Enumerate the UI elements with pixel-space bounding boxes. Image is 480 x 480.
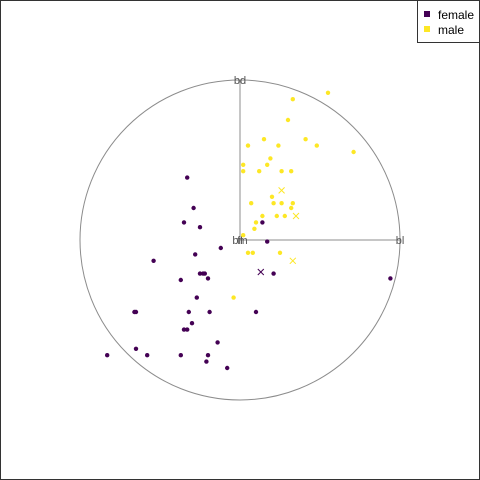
point-male xyxy=(257,169,262,174)
point-female xyxy=(189,321,195,326)
centroid-stroke xyxy=(292,212,300,220)
centroid-male xyxy=(292,212,300,220)
point-female xyxy=(132,309,137,315)
point-female xyxy=(151,258,156,263)
centroid-male xyxy=(289,257,297,265)
point-male xyxy=(290,201,295,206)
point-male xyxy=(241,162,246,167)
point-female xyxy=(271,271,276,276)
point-female xyxy=(201,271,206,276)
point-male xyxy=(285,117,291,123)
point-male xyxy=(245,250,251,255)
legend-label-female: female xyxy=(438,8,474,22)
axis-label-fl: fl xyxy=(237,235,243,247)
point-female xyxy=(178,277,183,283)
point-male xyxy=(253,220,259,225)
point-male xyxy=(265,162,270,167)
point-female xyxy=(218,245,223,251)
point-female xyxy=(207,309,212,315)
point-male xyxy=(268,156,273,161)
point-male xyxy=(245,143,251,148)
axis-label-bl: bl xyxy=(396,235,405,247)
point-female xyxy=(197,271,203,276)
point-female xyxy=(186,309,191,315)
legend-label-male: male xyxy=(438,23,464,37)
point-female xyxy=(253,309,259,315)
legend-swatch-female xyxy=(424,11,430,17)
centroid-stroke xyxy=(257,268,265,276)
point-male xyxy=(274,213,279,219)
point-male xyxy=(314,143,319,148)
point-female xyxy=(181,327,187,332)
legend-swatch-male xyxy=(424,26,430,32)
point-male xyxy=(277,250,283,255)
point-female xyxy=(205,276,211,281)
point-male xyxy=(231,295,236,300)
point-female xyxy=(194,295,199,300)
point-female xyxy=(145,353,150,358)
point-male xyxy=(276,143,281,148)
point-male xyxy=(289,205,294,211)
point-male xyxy=(279,169,284,174)
legend: female male xyxy=(417,0,480,43)
point-male xyxy=(279,201,284,206)
point-male xyxy=(271,201,276,206)
point-female xyxy=(185,327,190,332)
axis-label-bd: bd xyxy=(234,75,246,87)
point-female xyxy=(105,353,110,358)
point-female xyxy=(388,276,393,281)
point-male xyxy=(260,213,265,219)
point-male xyxy=(252,226,257,231)
centroid-stroke xyxy=(289,257,297,265)
point-male xyxy=(289,169,294,174)
centroid-female xyxy=(257,268,265,276)
point-female xyxy=(185,175,190,180)
point-male xyxy=(250,250,255,255)
point-male xyxy=(241,169,246,174)
point-female xyxy=(204,359,209,364)
point-female xyxy=(215,340,220,345)
point-male xyxy=(269,194,275,199)
point-male xyxy=(325,90,331,96)
point-male xyxy=(282,213,287,219)
point-male xyxy=(303,137,308,142)
centroids-layer xyxy=(257,187,300,276)
point-female xyxy=(191,205,196,211)
point-female xyxy=(225,365,230,371)
point-male xyxy=(261,137,267,142)
point-female xyxy=(265,239,270,244)
point-female xyxy=(197,225,203,230)
centroid-stroke xyxy=(278,187,285,194)
point-female xyxy=(181,220,187,225)
point-male xyxy=(351,149,356,155)
point-female xyxy=(193,252,198,257)
point-male xyxy=(241,233,246,238)
centroid-male xyxy=(278,187,285,194)
point-male xyxy=(290,97,295,102)
points-layer xyxy=(105,90,393,371)
point-female xyxy=(133,346,139,351)
point-female xyxy=(178,353,183,358)
point-female xyxy=(205,353,211,358)
point-male xyxy=(249,201,254,206)
axis-label-bm: bm xyxy=(232,235,247,247)
point-female xyxy=(260,220,265,225)
